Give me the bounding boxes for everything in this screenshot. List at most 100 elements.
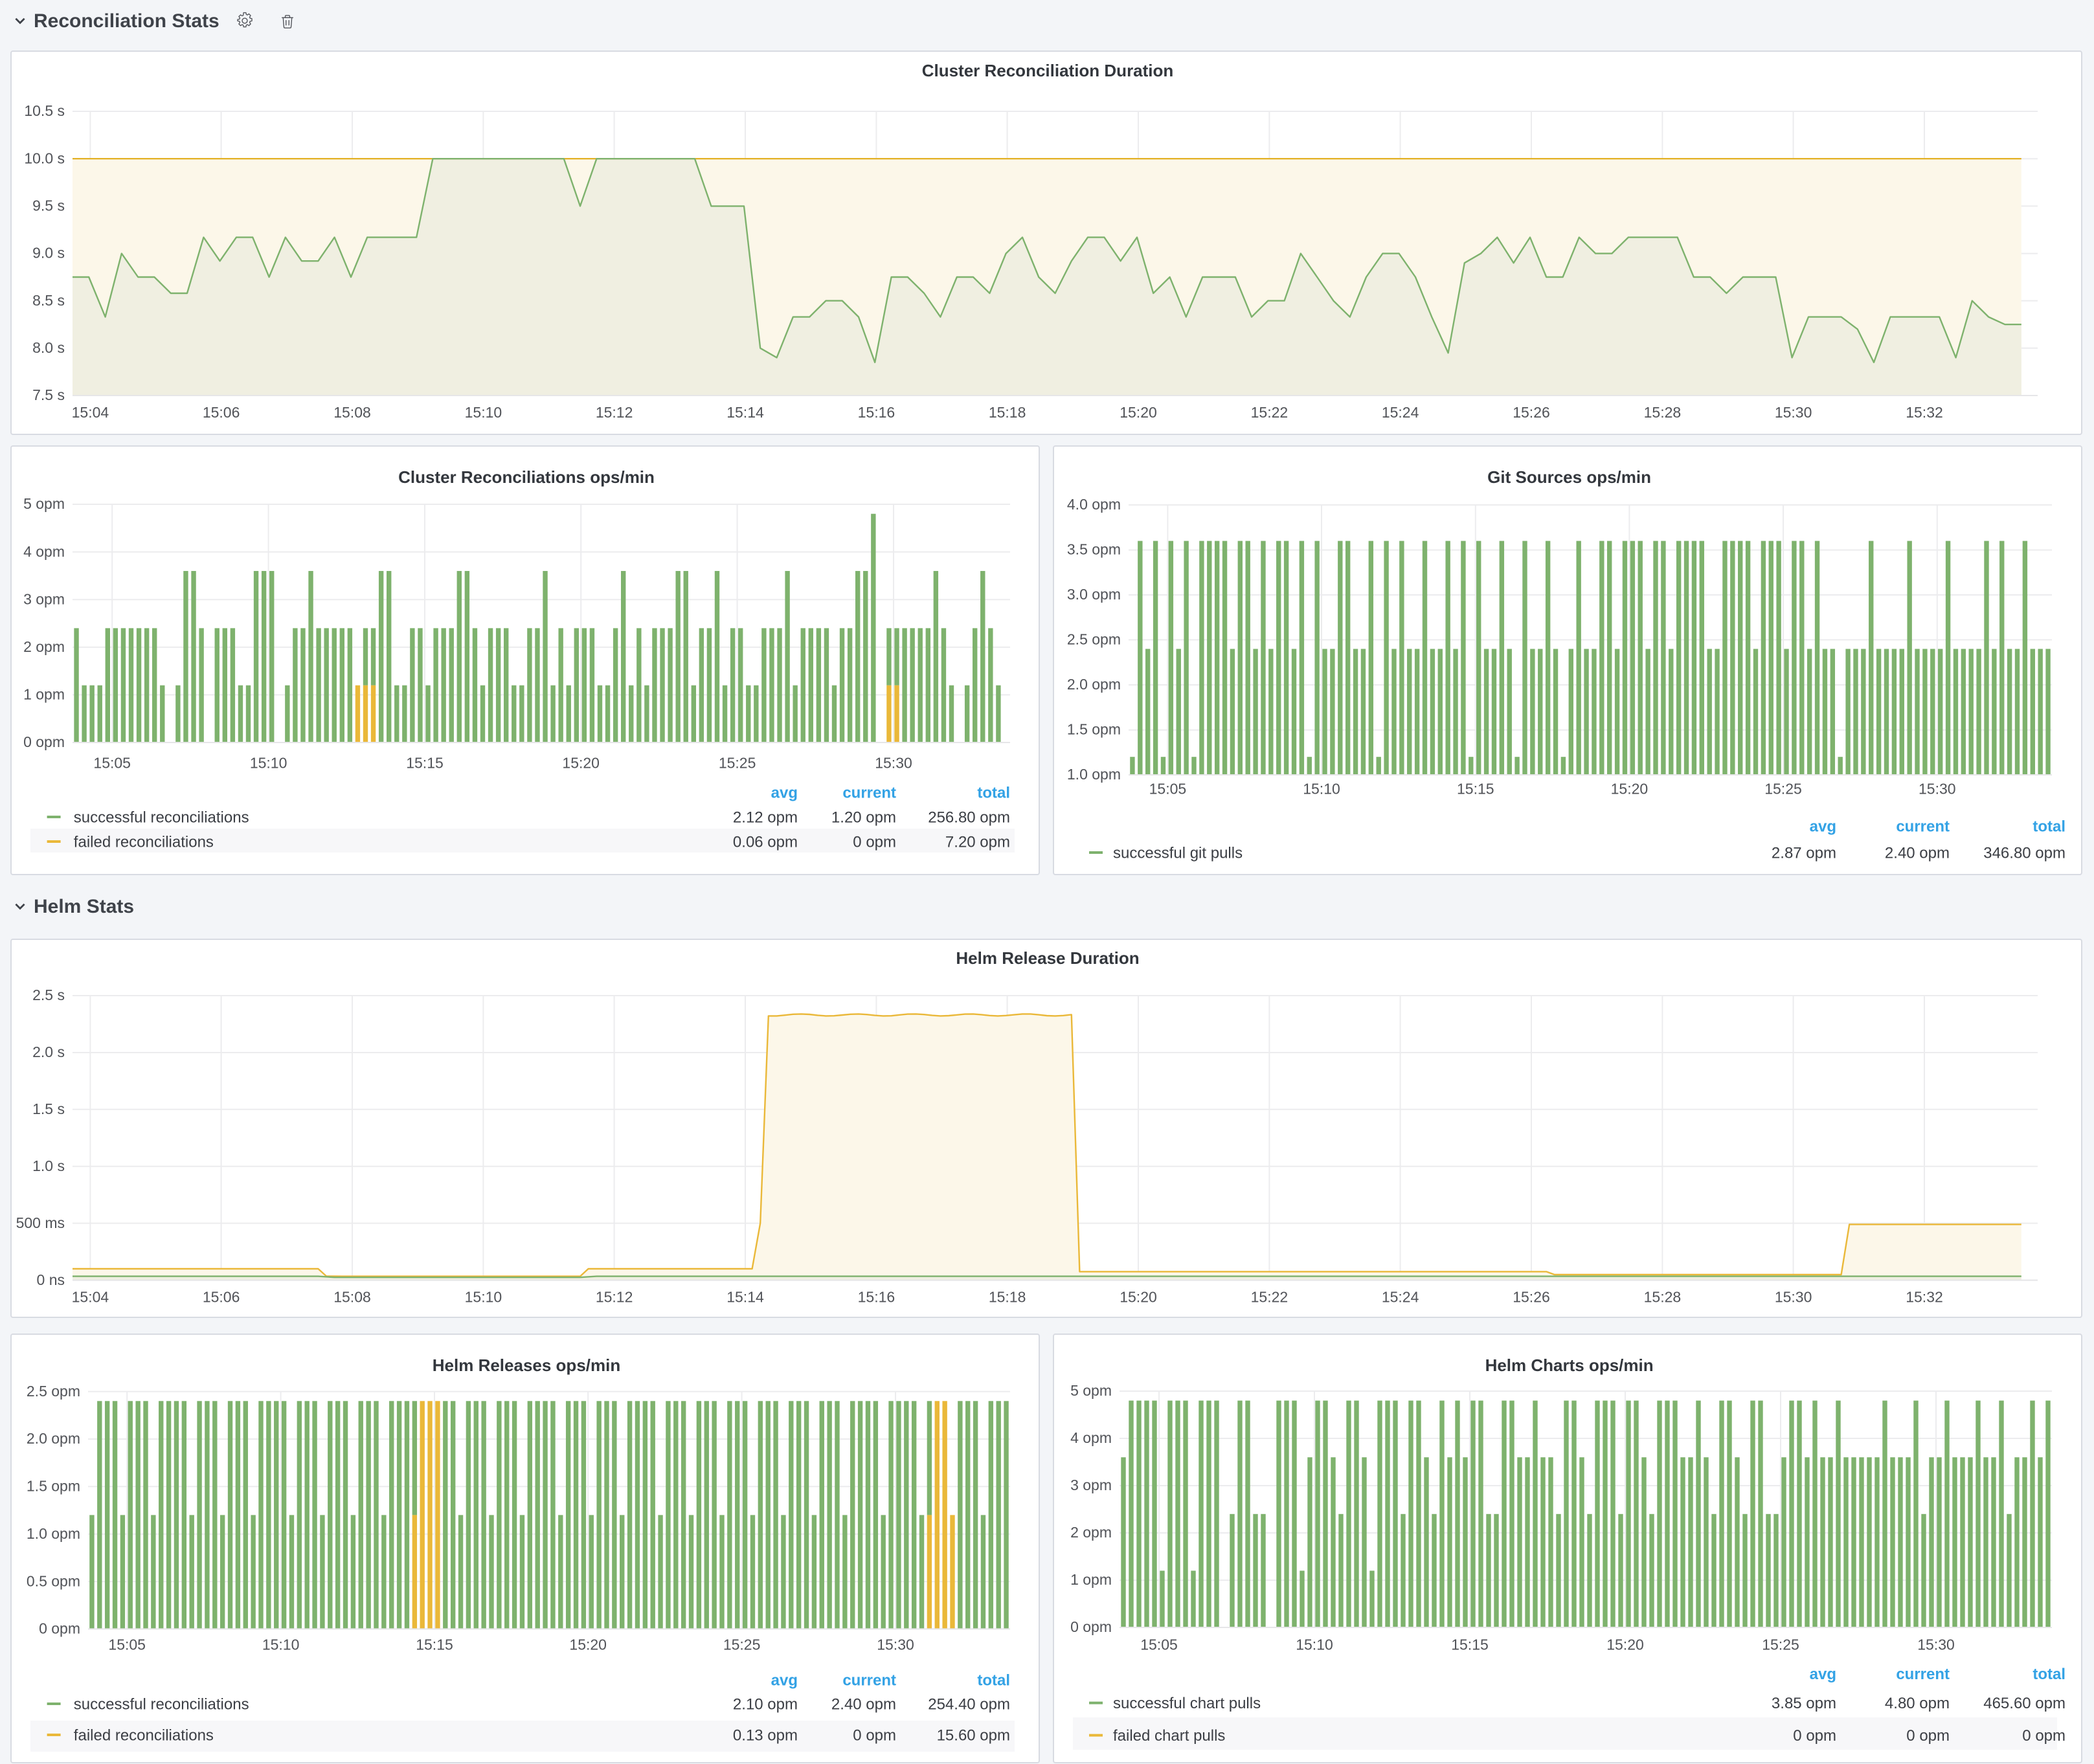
svg-text:4.0 opm: 4.0 opm bbox=[1066, 496, 1120, 513]
svg-text:15:15: 15:15 bbox=[1456, 780, 1494, 797]
svg-text:0 ns: 0 ns bbox=[37, 1271, 65, 1288]
svg-text:2.12 opm: 2.12 opm bbox=[733, 809, 798, 826]
svg-text:15:28: 15:28 bbox=[1644, 1289, 1682, 1306]
svg-text:0 opm: 0 opm bbox=[1792, 1726, 1836, 1744]
svg-text:15:20: 15:20 bbox=[569, 1635, 607, 1652]
svg-text:15:08: 15:08 bbox=[333, 404, 371, 421]
svg-text:Helm Releases ops/min: Helm Releases ops/min bbox=[433, 1355, 620, 1374]
svg-text:0.5 opm: 0.5 opm bbox=[27, 1572, 80, 1589]
svg-text:15:20: 15:20 bbox=[1120, 1289, 1157, 1306]
svg-text:2.0 opm: 2.0 opm bbox=[1066, 676, 1120, 693]
svg-text:5 opm: 5 opm bbox=[23, 495, 65, 512]
svg-text:15:04: 15:04 bbox=[72, 404, 109, 421]
svg-text:2.40 opm: 2.40 opm bbox=[1884, 844, 1949, 862]
svg-text:avg: avg bbox=[771, 1671, 798, 1688]
svg-text:15:16: 15:16 bbox=[858, 404, 895, 421]
svg-text:15:04: 15:04 bbox=[72, 1289, 109, 1306]
svg-text:15:06: 15:06 bbox=[203, 1289, 240, 1306]
svg-text:5 opm: 5 opm bbox=[1070, 1381, 1111, 1398]
svg-text:4 opm: 4 opm bbox=[1070, 1429, 1111, 1446]
svg-text:failed reconciliations: failed reconciliations bbox=[74, 1726, 214, 1743]
svg-text:2.40 opm: 2.40 opm bbox=[831, 1695, 896, 1712]
svg-text:15:10: 15:10 bbox=[262, 1635, 300, 1652]
svg-text:failed reconciliations: failed reconciliations bbox=[74, 833, 214, 851]
svg-text:15:16: 15:16 bbox=[858, 1289, 895, 1306]
svg-text:1.0 opm: 1.0 opm bbox=[1066, 766, 1120, 783]
svg-text:15:25: 15:25 bbox=[1761, 1635, 1799, 1652]
svg-text:15:32: 15:32 bbox=[1906, 1289, 1943, 1306]
svg-text:10.0 s: 10.0 s bbox=[24, 150, 65, 166]
svg-text:current: current bbox=[1895, 818, 1949, 835]
svg-text:15:30: 15:30 bbox=[875, 754, 912, 771]
svg-text:15:12: 15:12 bbox=[596, 1289, 633, 1306]
svg-text:15:10: 15:10 bbox=[465, 1289, 502, 1306]
svg-text:15:22: 15:22 bbox=[1251, 1289, 1289, 1306]
svg-text:0.06 opm: 0.06 opm bbox=[733, 833, 798, 851]
svg-text:2 opm: 2 opm bbox=[23, 638, 65, 655]
svg-text:15:10: 15:10 bbox=[465, 404, 502, 421]
svg-text:15:18: 15:18 bbox=[989, 404, 1026, 421]
svg-text:avg: avg bbox=[1809, 1665, 1836, 1682]
svg-text:current: current bbox=[842, 784, 896, 801]
svg-text:avg: avg bbox=[1809, 818, 1836, 835]
svg-text:2.5 s: 2.5 s bbox=[32, 987, 65, 1003]
svg-text:total: total bbox=[977, 1671, 1010, 1688]
svg-text:15:05: 15:05 bbox=[1140, 1635, 1177, 1652]
svg-text:3.0 opm: 3.0 opm bbox=[1066, 586, 1120, 603]
svg-text:15:26: 15:26 bbox=[1513, 1289, 1550, 1306]
svg-text:15:25: 15:25 bbox=[723, 1635, 761, 1652]
svg-text:7.20 opm: 7.20 opm bbox=[945, 833, 1010, 851]
svg-text:7.5 s: 7.5 s bbox=[32, 386, 65, 403]
svg-text:1 opm: 1 opm bbox=[1070, 1570, 1111, 1587]
svg-text:0 opm: 0 opm bbox=[39, 1620, 80, 1636]
svg-text:2.10 opm: 2.10 opm bbox=[733, 1695, 798, 1712]
svg-text:15:06: 15:06 bbox=[203, 404, 240, 421]
svg-text:15:30: 15:30 bbox=[1918, 780, 1955, 797]
svg-text:15:20: 15:20 bbox=[1606, 1635, 1643, 1652]
svg-text:3.85 opm: 3.85 opm bbox=[1771, 1694, 1836, 1712]
svg-text:15:25: 15:25 bbox=[1764, 780, 1801, 797]
svg-text:9.0 s: 9.0 s bbox=[32, 245, 65, 262]
svg-text:465.60 opm: 465.60 opm bbox=[1983, 1694, 2065, 1712]
svg-text:successful reconciliations: successful reconciliations bbox=[74, 809, 249, 826]
svg-text:0.13 opm: 0.13 opm bbox=[733, 1726, 798, 1743]
svg-text:0 opm: 0 opm bbox=[1070, 1618, 1111, 1635]
svg-text:0 opm: 0 opm bbox=[2021, 1726, 2065, 1744]
svg-text:1.5 opm: 1.5 opm bbox=[27, 1477, 80, 1494]
svg-text:1.20 opm: 1.20 opm bbox=[831, 809, 896, 826]
svg-text:Git Sources ops/min: Git Sources ops/min bbox=[1487, 467, 1650, 487]
svg-text:15:18: 15:18 bbox=[989, 1289, 1026, 1306]
svg-text:1 opm: 1 opm bbox=[23, 686, 65, 703]
svg-text:1.0 opm: 1.0 opm bbox=[27, 1524, 80, 1541]
svg-text:1.5 opm: 1.5 opm bbox=[1066, 721, 1120, 738]
svg-text:15:15: 15:15 bbox=[406, 754, 444, 771]
svg-text:0 opm: 0 opm bbox=[853, 1726, 896, 1743]
svg-text:15:30: 15:30 bbox=[877, 1635, 914, 1652]
svg-text:0 opm: 0 opm bbox=[23, 733, 65, 750]
svg-text:3 opm: 3 opm bbox=[23, 590, 65, 607]
svg-text:15:12: 15:12 bbox=[596, 404, 633, 421]
svg-text:failed chart pulls: failed chart pulls bbox=[1112, 1726, 1224, 1744]
svg-text:successful chart pulls: successful chart pulls bbox=[1112, 1694, 1260, 1712]
svg-text:500 ms: 500 ms bbox=[16, 1214, 65, 1231]
svg-text:successful git pulls: successful git pulls bbox=[1112, 844, 1242, 862]
svg-text:15:22: 15:22 bbox=[1251, 404, 1289, 421]
svg-text:1.5 s: 1.5 s bbox=[32, 1100, 65, 1117]
svg-text:Cluster Reconciliations ops/mi: Cluster Reconciliations ops/min bbox=[398, 467, 655, 487]
svg-text:total: total bbox=[2032, 818, 2065, 835]
svg-text:8.0 s: 8.0 s bbox=[32, 339, 65, 356]
svg-text:15:20: 15:20 bbox=[1120, 404, 1157, 421]
svg-text:15:25: 15:25 bbox=[719, 754, 756, 771]
svg-text:avg: avg bbox=[771, 784, 798, 801]
svg-text:successful reconciliations: successful reconciliations bbox=[74, 1695, 249, 1712]
svg-text:15:14: 15:14 bbox=[726, 1289, 764, 1306]
svg-text:15:14: 15:14 bbox=[726, 404, 764, 421]
svg-text:15:10: 15:10 bbox=[1302, 780, 1340, 797]
svg-text:2.5 opm: 2.5 opm bbox=[1066, 631, 1120, 648]
svg-text:2.0 s: 2.0 s bbox=[32, 1044, 65, 1060]
svg-text:15.60 opm: 15.60 opm bbox=[937, 1726, 1010, 1743]
svg-text:Cluster Reconciliation Duratio: Cluster Reconciliation Duration bbox=[922, 61, 1174, 80]
svg-text:15:30: 15:30 bbox=[1917, 1635, 1954, 1652]
svg-text:15:26: 15:26 bbox=[1513, 404, 1550, 421]
svg-text:0 opm: 0 opm bbox=[853, 833, 896, 851]
